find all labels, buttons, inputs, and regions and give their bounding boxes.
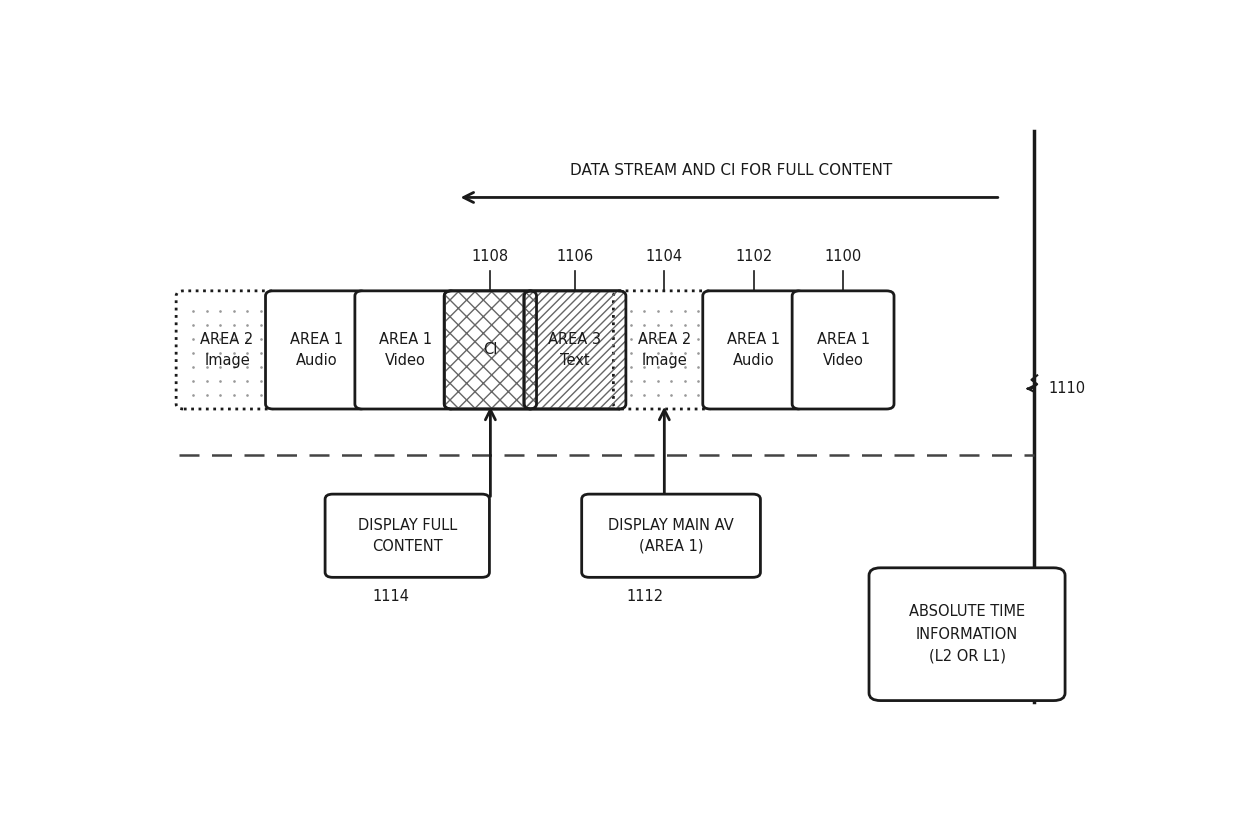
Text: 1114: 1114: [372, 589, 409, 605]
Text: AREA 2
Image: AREA 2 Image: [637, 332, 691, 368]
FancyBboxPatch shape: [355, 291, 456, 409]
FancyBboxPatch shape: [869, 568, 1065, 700]
Text: 1112: 1112: [626, 589, 663, 605]
FancyBboxPatch shape: [582, 494, 760, 578]
FancyBboxPatch shape: [525, 291, 626, 409]
Text: 1102: 1102: [735, 249, 773, 264]
Text: DISPLAY FULL
CONTENT: DISPLAY FULL CONTENT: [357, 518, 456, 554]
Text: AREA 3
Text: AREA 3 Text: [548, 332, 601, 368]
Text: CI: CI: [484, 342, 497, 357]
Text: AREA 1
Audio: AREA 1 Audio: [290, 332, 343, 368]
FancyBboxPatch shape: [614, 291, 715, 409]
FancyBboxPatch shape: [792, 291, 894, 409]
Text: AREA 1
Video: AREA 1 Video: [379, 332, 433, 368]
Text: 1104: 1104: [646, 249, 683, 264]
FancyBboxPatch shape: [176, 291, 278, 409]
Text: 1106: 1106: [557, 249, 594, 264]
Text: 1108: 1108: [472, 249, 508, 264]
Text: DISPLAY MAIN AV
(AREA 1): DISPLAY MAIN AV (AREA 1): [608, 518, 734, 554]
FancyBboxPatch shape: [703, 291, 805, 409]
Text: DATA STREAM AND CI FOR FULL CONTENT: DATA STREAM AND CI FOR FULL CONTENT: [570, 163, 893, 178]
FancyBboxPatch shape: [265, 291, 367, 409]
Text: AREA 1
Video: AREA 1 Video: [816, 332, 869, 368]
FancyBboxPatch shape: [444, 291, 537, 409]
Text: AREA 2
Image: AREA 2 Image: [201, 332, 254, 368]
Text: 1100: 1100: [825, 249, 862, 264]
Text: AREA 1
Audio: AREA 1 Audio: [727, 332, 780, 368]
FancyBboxPatch shape: [325, 494, 490, 578]
Text: 1110: 1110: [1049, 380, 1086, 395]
Text: ABSOLUTE TIME
INFORMATION
(L2 OR L1): ABSOLUTE TIME INFORMATION (L2 OR L1): [909, 605, 1025, 664]
